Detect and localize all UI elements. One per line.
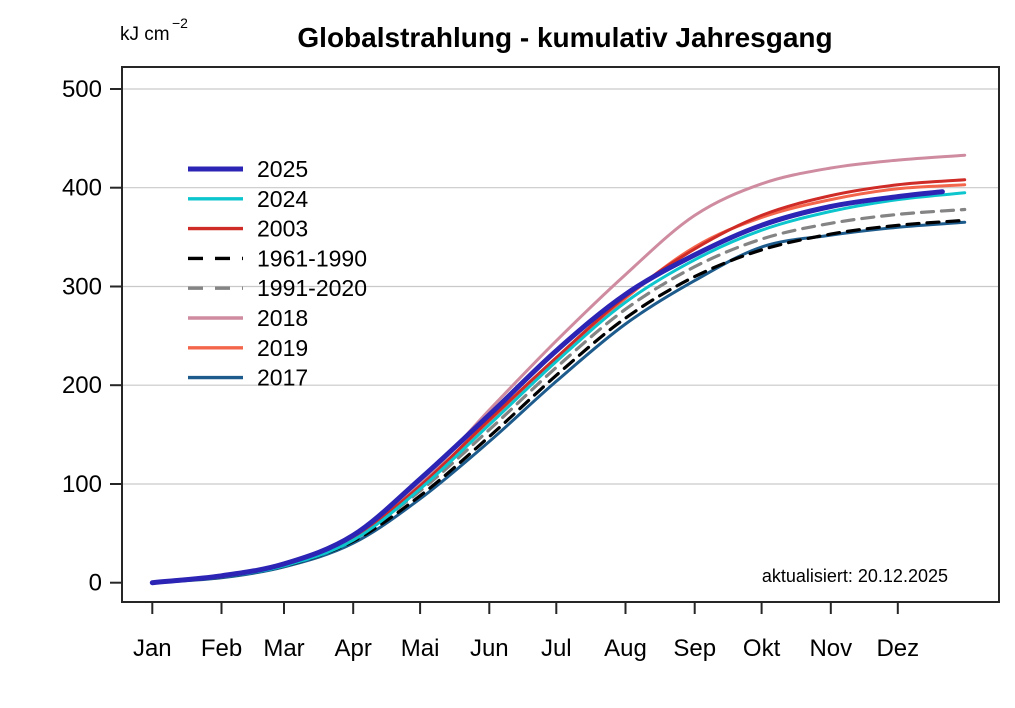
- legend-item-2017: 2017: [188, 365, 308, 391]
- grid-layer: [123, 88, 998, 485]
- x-tick-label-Apr: Apr: [335, 635, 372, 662]
- x-tick-label-Sep: Sep: [673, 635, 716, 662]
- legend-item-2019: 2019: [188, 335, 308, 361]
- x-tick-label-Okt: Okt: [743, 635, 781, 662]
- legend-item-2024: 2024: [188, 186, 308, 212]
- x-tick-label-Mai: Mai: [401, 635, 440, 662]
- legend-label-2018: 2018: [257, 305, 308, 331]
- legend-item-1961-1990: 1961-1990: [188, 245, 367, 271]
- legend-label-2024: 2024: [257, 186, 308, 212]
- x-tick-label-Aug: Aug: [604, 635, 647, 662]
- y-tick-label-400: 400: [62, 175, 102, 202]
- legend-label-2003: 2003: [257, 216, 308, 242]
- series-line-2025: [149, 189, 945, 586]
- legend-label-1991-2020: 1991-2020: [257, 275, 367, 301]
- chart-title: Globalstrahlung - kumulativ Jahresgang: [297, 22, 832, 53]
- legend-label-2025: 2025: [257, 156, 308, 182]
- legend: 2025 2024 2003 1961-1990 1991-2020 2018 2019 20…: [188, 156, 367, 391]
- plot-border: [121, 66, 1000, 603]
- x-tick-label-Jun: Jun: [470, 635, 509, 662]
- legend-label-2017: 2017: [257, 365, 308, 391]
- legend-item-2025: 2025: [188, 156, 308, 182]
- y-axis-unit-exponent: −2: [172, 15, 188, 31]
- legend-item-1991-2020: 1991-2020: [188, 275, 367, 301]
- series-line-1961-1990: [150, 218, 967, 585]
- y-tick-label-100: 100: [62, 471, 102, 498]
- x-tick-label-Jul: Jul: [541, 635, 572, 662]
- x-tick-label-Feb: Feb: [201, 635, 242, 662]
- y-tick-label-300: 300: [62, 274, 102, 301]
- y-axis-unit-label: kJ cm: [120, 24, 170, 45]
- x-tick-label-Dez: Dez: [876, 635, 919, 662]
- updated-annotation: aktualisiert: 20.12.2025: [762, 566, 948, 586]
- axis-layer: 0 100 200 300 400 500 Jan Feb Mar Apr Mai Jun Jul Aug…: [62, 76, 919, 662]
- y-tick-label-0: 0: [89, 570, 102, 597]
- x-tick-label-Jan: Jan: [133, 635, 172, 662]
- legend-item-2018: 2018: [188, 305, 308, 331]
- legend-item-2003: 2003: [188, 216, 308, 242]
- y-tick-label-200: 200: [62, 372, 102, 399]
- series-layer: [149, 153, 967, 586]
- legend-label-1961-1990: 1961-1990: [257, 245, 367, 271]
- x-tick-label-Mar: Mar: [263, 635, 304, 662]
- legend-label-2019: 2019: [257, 335, 308, 361]
- y-tick-label-500: 500: [62, 76, 102, 103]
- x-tick-label-Nov: Nov: [809, 635, 852, 662]
